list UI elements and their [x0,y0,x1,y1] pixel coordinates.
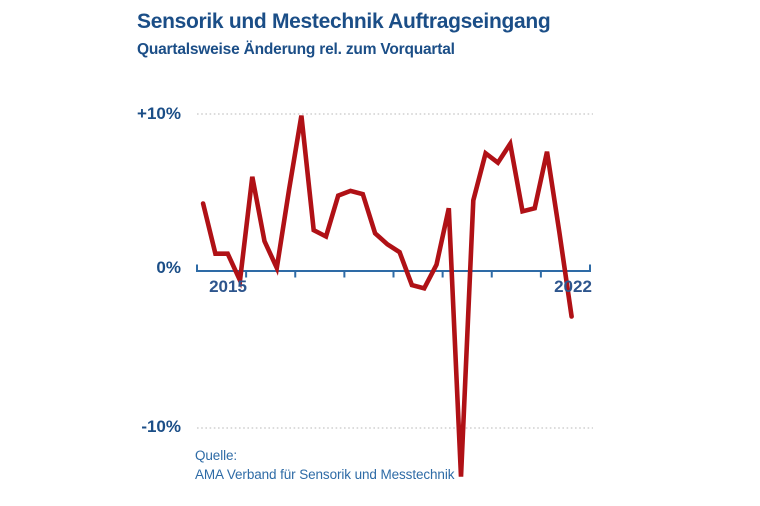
page-title: Sensorik und Mestechnik Auftragseingang [137,10,551,33]
y-tick-label-zero: 0% [156,258,181,277]
x-tick-label-2022: 2022 [554,277,592,296]
source-label: Quelle: [195,448,238,463]
source-name: AMA Verband für Sensorik und Messtechnik [195,467,455,482]
page-subtitle: Quartalsweise Änderung rel. zum Vorquart… [137,41,455,58]
data-line-quarterly-change [200,115,574,477]
y-tick-label-minus10: -10% [141,417,181,436]
x-tick-label-2015: 2015 [209,277,247,296]
source-note: Quelle: AMA Verband für Sensorik und Mes… [195,446,454,484]
y-tick-label-plus10: +10% [137,104,181,123]
